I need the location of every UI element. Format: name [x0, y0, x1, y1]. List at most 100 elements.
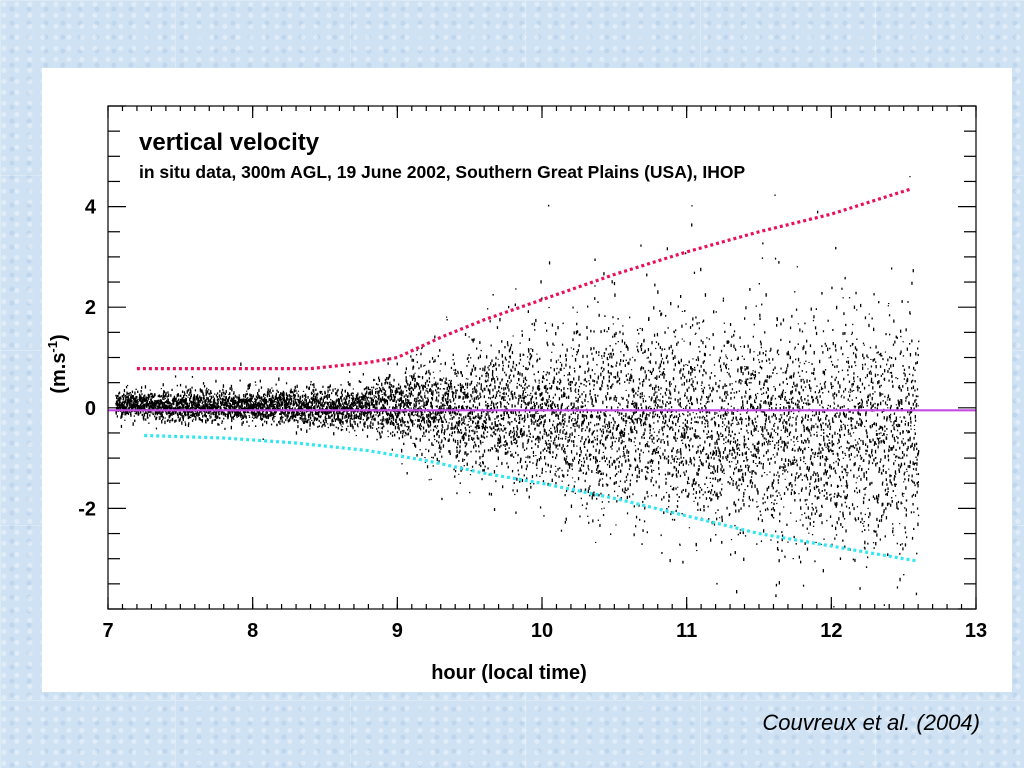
scatter-point [212, 412, 215, 416]
scatter-point [453, 426, 455, 430]
scatter-point [487, 412, 489, 416]
scatter-point [390, 432, 392, 435]
scatter-point [569, 463, 571, 466]
scatter-point [289, 407, 291, 411]
scatter-point [435, 396, 438, 400]
scatter-point [561, 437, 563, 440]
scatter-point [586, 380, 588, 383]
scatter-point [401, 411, 403, 413]
scatter-point [331, 423, 333, 426]
scatter-point [420, 364, 422, 368]
scatter-point [314, 398, 317, 400]
scatter-point [375, 391, 377, 395]
scatter-point [435, 413, 437, 417]
scatter-point [451, 431, 454, 435]
scatter-point [486, 385, 488, 388]
scatter-point [243, 400, 246, 402]
scatter-point [498, 438, 500, 442]
scatter-point [566, 425, 568, 427]
scatter-point [539, 418, 541, 420]
scatter-point [458, 395, 460, 399]
scatter-point [143, 395, 145, 399]
scatter-point [456, 375, 458, 377]
scatter-point [445, 420, 448, 423]
scatter-point [586, 336, 588, 340]
scatter-point [425, 372, 427, 375]
scatter-point [527, 367, 529, 370]
scatter-point [222, 412, 224, 416]
scatter-point [494, 418, 496, 420]
scatter-point [228, 407, 230, 410]
scatter-point [215, 379, 217, 383]
scatter-point [577, 399, 579, 403]
scatter-point [321, 402, 323, 404]
scatter-point [261, 414, 264, 416]
scatter-point [430, 391, 433, 395]
scatter-point [169, 402, 171, 404]
scatter-point [542, 449, 544, 452]
scatter-point [348, 383, 350, 386]
scatter-point [353, 417, 355, 420]
scatter-point [431, 405, 433, 409]
scatter-point [470, 418, 472, 421]
scatter-point [208, 393, 210, 395]
scatter-point [467, 415, 470, 418]
scatter-point [316, 412, 318, 415]
scatter-point [571, 477, 574, 479]
scatter-point [223, 391, 225, 394]
scatter-point [410, 435, 412, 439]
scatter-point [181, 412, 183, 414]
scatter-point [116, 396, 118, 400]
scatter-point [177, 393, 179, 397]
scatter-point [535, 437, 537, 440]
scatter-point [156, 399, 158, 403]
scatter-point [523, 425, 525, 427]
scatter-point [272, 400, 274, 404]
scatter-point [323, 402, 326, 406]
scatter-point [543, 433, 545, 435]
scatter-point [142, 401, 145, 403]
scatter-point [314, 395, 316, 397]
scatter-point [469, 435, 471, 437]
scatter-point [509, 355, 511, 359]
scatter-point [201, 419, 203, 423]
scatter-point [310, 405, 312, 409]
scatter-point [218, 395, 220, 398]
scatter-point [457, 370, 459, 373]
scatter-point [278, 394, 281, 397]
scatter-point [153, 403, 155, 407]
scatter-point [522, 442, 524, 446]
scatter-point [193, 418, 195, 420]
scatter-point [147, 397, 149, 399]
scatter-point [211, 419, 214, 422]
scatter-point [563, 422, 565, 426]
scatter-point [537, 438, 539, 441]
scatter-point [238, 398, 240, 401]
scatter-point [244, 407, 246, 409]
scatter-point [145, 418, 147, 421]
scatter-point [462, 405, 464, 409]
scatter-point [550, 387, 552, 390]
scatter-point [322, 404, 324, 407]
scatter-point [387, 362, 389, 365]
scatter-point [421, 411, 423, 414]
scatter-point [196, 394, 199, 398]
scatter-point [126, 411, 128, 414]
scatter-point [196, 398, 198, 401]
scatter-point [314, 393, 316, 395]
scatter-point [541, 467, 543, 472]
scatter-point [260, 386, 263, 389]
scatter-point [394, 398, 396, 401]
scatter-point [515, 430, 518, 433]
scatter-point [414, 445, 417, 448]
scatter-point [387, 381, 389, 385]
scatter-point [422, 413, 424, 416]
scatter-point [150, 398, 152, 402]
scatter-point [270, 404, 272, 407]
scatter-point [469, 400, 471, 403]
scatter-point [461, 386, 463, 388]
scatter-point [471, 436, 473, 440]
scatter-point [364, 413, 366, 417]
scatter-point [476, 347, 478, 350]
scatter-point [331, 414, 333, 417]
